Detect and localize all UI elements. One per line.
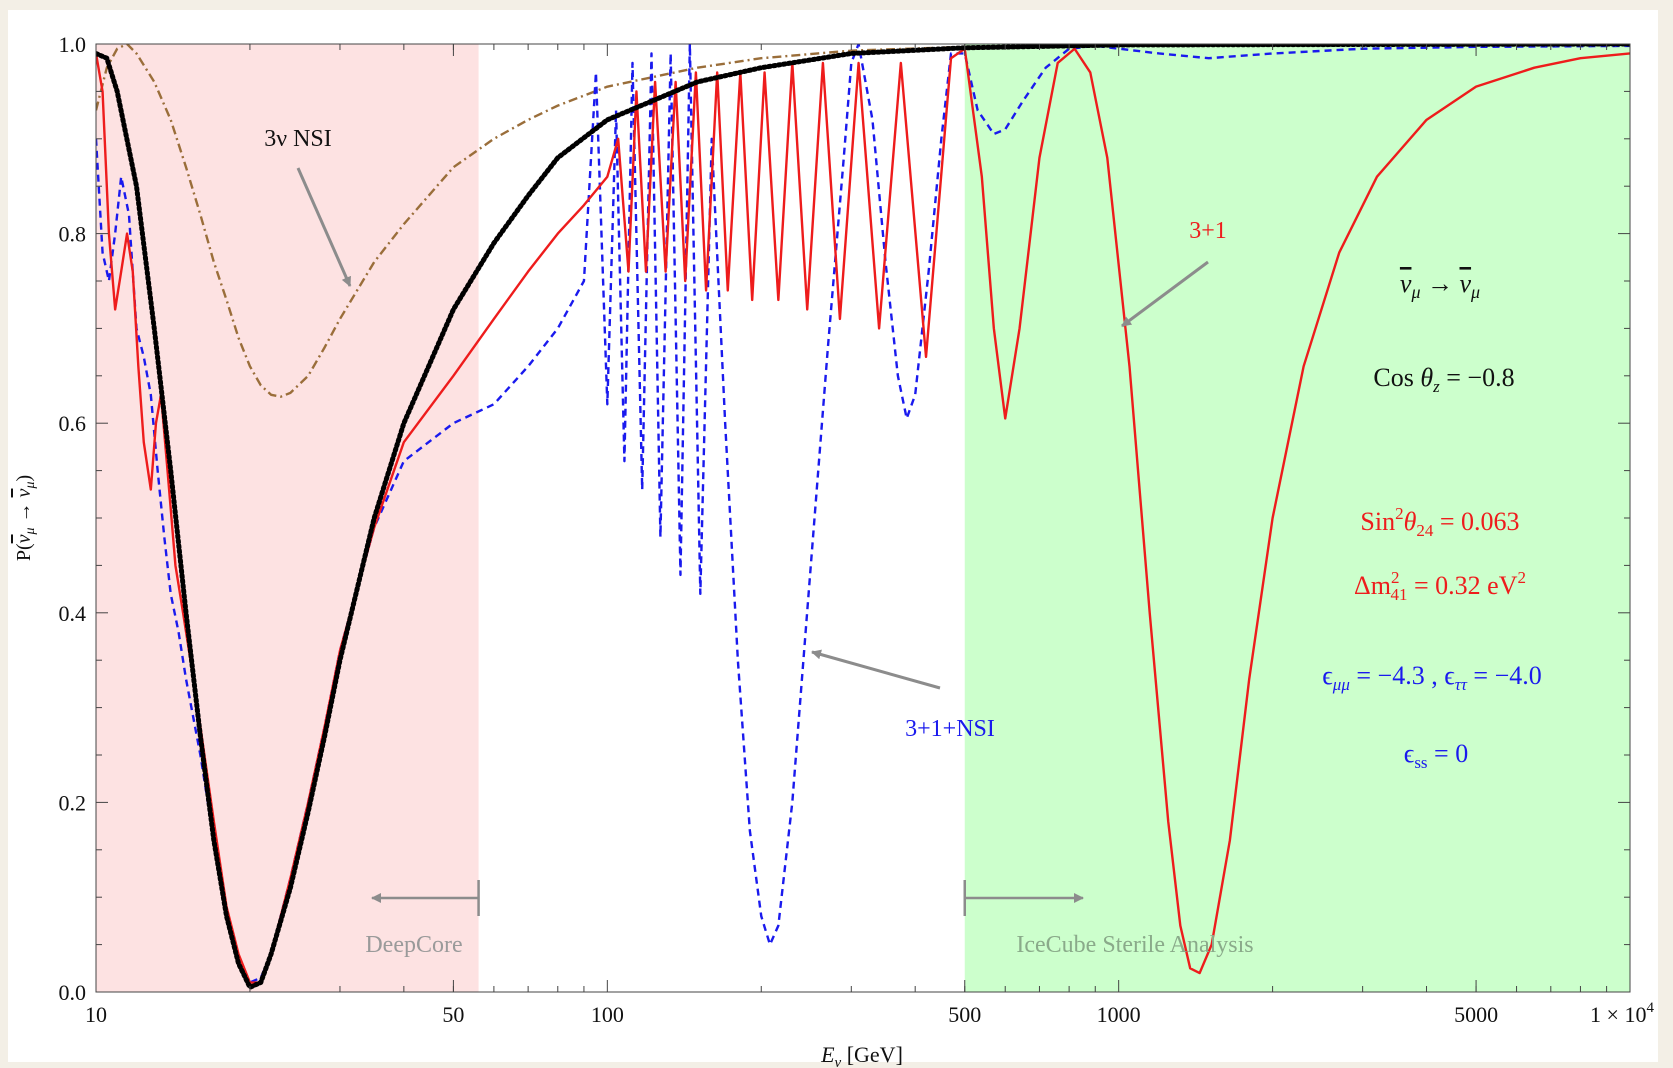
y-tick-label: 0.2	[59, 790, 87, 815]
x-tick-label: 10	[85, 1002, 107, 1027]
deepcore-label: DeepCore	[365, 932, 462, 958]
epsilon-label: ϵμμ = −4.3 , ϵττ = −4.0	[1322, 661, 1541, 694]
y-tick-label: 0.4	[59, 601, 87, 626]
x-tick-label: 100	[591, 1002, 624, 1027]
analysis-regions	[96, 44, 1630, 992]
x-tick-label: 50	[442, 1002, 464, 1027]
y-tick-label: 0.0	[59, 980, 87, 1005]
y-tick-label: 0.8	[59, 222, 87, 247]
axes: 10 50 100 500 1000 5000 1 × 104 0.0 0.2 0.4 0.6 0.8…	[13, 32, 1654, 1068]
channel-label: νμ → νμ	[1400, 269, 1480, 302]
nsi-label: 3ν NSI	[264, 126, 332, 152]
sin2-label: Sin2θ24 = 0.063	[1360, 504, 1519, 540]
epsilon-ss-label: ϵss = 0	[1404, 739, 1468, 772]
nsi-arrow	[296, 167, 352, 287]
x-tick-label: 1000	[1097, 1002, 1141, 1027]
probability-curves	[96, 44, 1630, 990]
region-deepcore	[96, 44, 479, 992]
combo-label: 3+1+NSI	[905, 716, 995, 742]
combo-arrow	[811, 649, 941, 690]
y-tick-label: 1.0	[59, 32, 87, 57]
cos-theta-label: Cos θz = −0.8	[1373, 363, 1514, 396]
icecube-label: IceCube Sterile Analysis	[1016, 932, 1253, 958]
x-tick-label: 1 × 104	[1590, 1000, 1654, 1027]
annotations: DeepCore IceCube Sterile Analysis 3ν NSI 3+…	[264, 126, 1542, 958]
y-tick-label: 0.6	[59, 411, 87, 436]
x-tick-label: 500	[948, 1002, 981, 1027]
dm2-label: Δm2 41 = 0.32 eV2	[1354, 568, 1526, 604]
x-tick-exponent: 4	[1646, 1000, 1654, 1016]
series-sm-line	[96, 44, 1630, 990]
x-tick-label: 5000	[1454, 1002, 1498, 1027]
sterile-label: 3+1	[1189, 218, 1227, 244]
series-nsi3-line	[96, 44, 1630, 398]
y-axis-label: P(νμ → νμ)	[13, 475, 38, 561]
region-icecube	[964, 44, 1630, 992]
x-axis-label: Eν [GeV]	[820, 1042, 903, 1068]
sterile-arrow	[1121, 260, 1209, 328]
